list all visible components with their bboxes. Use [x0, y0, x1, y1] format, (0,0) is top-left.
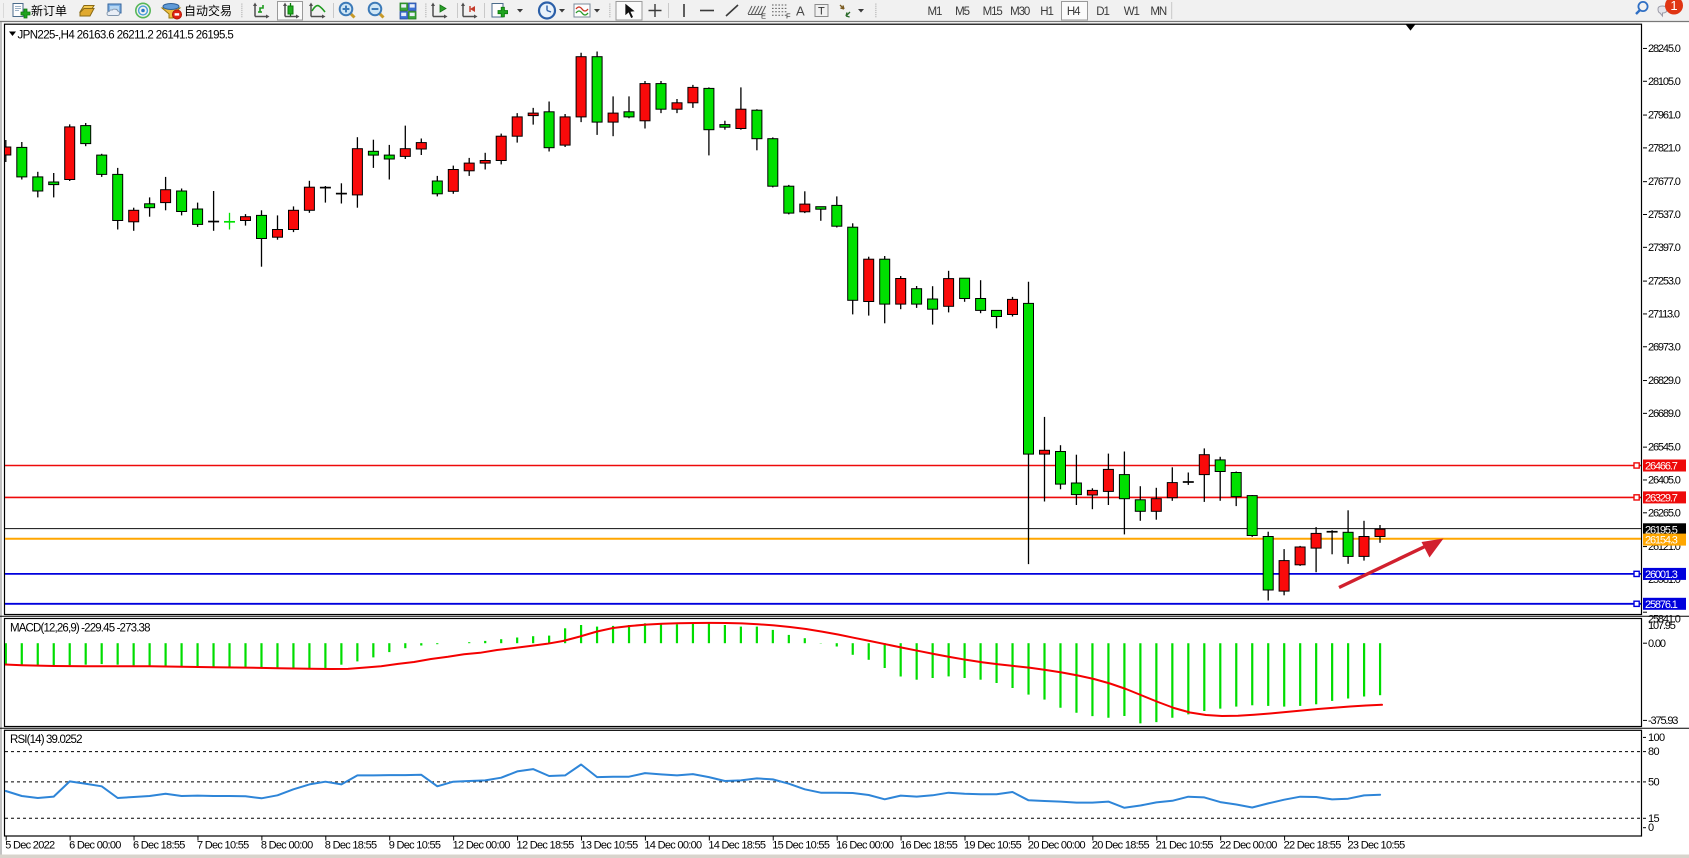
svg-text:26545.0: 26545.0: [1648, 442, 1681, 454]
svg-text:26265.0: 26265.0: [1648, 507, 1681, 519]
svg-text:T: T: [818, 6, 825, 18]
svg-text:13 Dec 10:55: 13 Dec 10:55: [580, 840, 638, 852]
svg-text:27397.0: 27397.0: [1648, 242, 1681, 254]
svg-text:23 Dec 10:55: 23 Dec 10:55: [1348, 840, 1406, 852]
svg-text:6 Dec 18:55: 6 Dec 18:55: [133, 840, 185, 852]
svg-text:M1: M1: [928, 6, 942, 18]
svg-text:19 Dec 10:55: 19 Dec 10:55: [964, 840, 1022, 852]
svg-text:8 Dec 00:00: 8 Dec 00:00: [261, 840, 313, 852]
svg-text:25876.1: 25876.1: [1645, 599, 1678, 611]
svg-text:5 Dec 2022: 5 Dec 2022: [5, 840, 55, 852]
svg-text:27677.0: 27677.0: [1648, 176, 1681, 188]
svg-text:26829.0: 26829.0: [1648, 375, 1681, 387]
svg-text:21 Dec 10:55: 21 Dec 10:55: [1156, 840, 1214, 852]
svg-text:28105.0: 28105.0: [1648, 76, 1681, 88]
svg-text:25841.0: 25841.0: [1648, 613, 1681, 625]
svg-text:12 Dec 18:55: 12 Dec 18:55: [517, 840, 575, 852]
svg-text:新订单: 新订单: [31, 3, 67, 18]
svg-text:107.95: 107.95: [1648, 620, 1676, 632]
svg-text:16 Dec 18:55: 16 Dec 18:55: [900, 840, 958, 852]
svg-text:H4: H4: [1067, 6, 1081, 18]
svg-text:自动交易: 自动交易: [184, 3, 232, 18]
svg-text:W1: W1: [1124, 6, 1140, 18]
svg-text:27253.0: 27253.0: [1648, 276, 1681, 288]
svg-text:F: F: [786, 12, 791, 21]
svg-text:MN: MN: [1150, 6, 1166, 18]
svg-text:7 Dec 10:55: 7 Dec 10:55: [197, 840, 249, 852]
svg-text:M5: M5: [955, 6, 969, 18]
svg-text:15 Dec 10:55: 15 Dec 10:55: [772, 840, 830, 852]
svg-text:26689.0: 26689.0: [1648, 408, 1681, 420]
svg-text:26001.3: 26001.3: [1645, 569, 1678, 581]
svg-text:27537.0: 27537.0: [1648, 209, 1681, 221]
svg-text:26466.7: 26466.7: [1645, 461, 1678, 473]
svg-text:JPN225-,H4 26163.6 26211.2 26: JPN225-,H4 26163.6 26211.2 26141.5 26195…: [18, 30, 234, 42]
svg-text:9 Dec 10:55: 9 Dec 10:55: [389, 840, 441, 852]
svg-text:E: E: [761, 12, 766, 21]
svg-text:22 Dec 18:55: 22 Dec 18:55: [1284, 840, 1342, 852]
svg-text:26405.0: 26405.0: [1648, 474, 1681, 486]
svg-text:0: 0: [1648, 822, 1654, 834]
svg-text:20 Dec 18:55: 20 Dec 18:55: [1092, 840, 1150, 852]
svg-text:-375.93: -375.93: [1648, 715, 1678, 727]
svg-text:15: 15: [1648, 813, 1660, 825]
svg-text:16 Dec 00:00: 16 Dec 00:00: [836, 840, 894, 852]
svg-text:26973.0: 26973.0: [1648, 341, 1681, 353]
svg-text:14 Dec 18:55: 14 Dec 18:55: [708, 840, 766, 852]
svg-text:20 Dec 00:00: 20 Dec 00:00: [1028, 840, 1086, 852]
svg-text:A: A: [796, 4, 805, 19]
svg-text:MACD(12,26,9) -229.45 -273.38: MACD(12,26,9) -229.45 -273.38: [10, 623, 150, 635]
svg-text:M30: M30: [1010, 6, 1030, 18]
svg-text:RSI(14) 39.0252: RSI(14) 39.0252: [10, 734, 82, 746]
svg-text:27113.0: 27113.0: [1648, 308, 1680, 320]
svg-text:1: 1: [1670, 0, 1677, 13]
svg-text:26329.7: 26329.7: [1645, 492, 1678, 504]
svg-text:8 Dec 18:55: 8 Dec 18:55: [325, 840, 377, 852]
svg-text:28245.0: 28245.0: [1648, 43, 1681, 55]
svg-text:80: 80: [1648, 746, 1660, 758]
svg-text:H1: H1: [1040, 6, 1053, 18]
svg-text:12 Dec 00:00: 12 Dec 00:00: [453, 840, 511, 852]
svg-text:6 Dec 00:00: 6 Dec 00:00: [69, 840, 121, 852]
svg-text:50: 50: [1648, 776, 1660, 788]
svg-text:26154.3: 26154.3: [1645, 535, 1678, 547]
svg-text:100: 100: [1648, 732, 1665, 744]
svg-text:14 Dec 00:00: 14 Dec 00:00: [644, 840, 702, 852]
svg-text:0.00: 0.00: [1648, 638, 1666, 650]
svg-text:26195.5: 26195.5: [1645, 524, 1678, 536]
svg-text:27821.0: 27821.0: [1648, 142, 1681, 154]
svg-text:27961.0: 27961.0: [1648, 110, 1681, 122]
svg-text:D1: D1: [1096, 6, 1109, 18]
svg-text:22 Dec 00:00: 22 Dec 00:00: [1220, 840, 1278, 852]
svg-text:M15: M15: [983, 6, 1003, 18]
